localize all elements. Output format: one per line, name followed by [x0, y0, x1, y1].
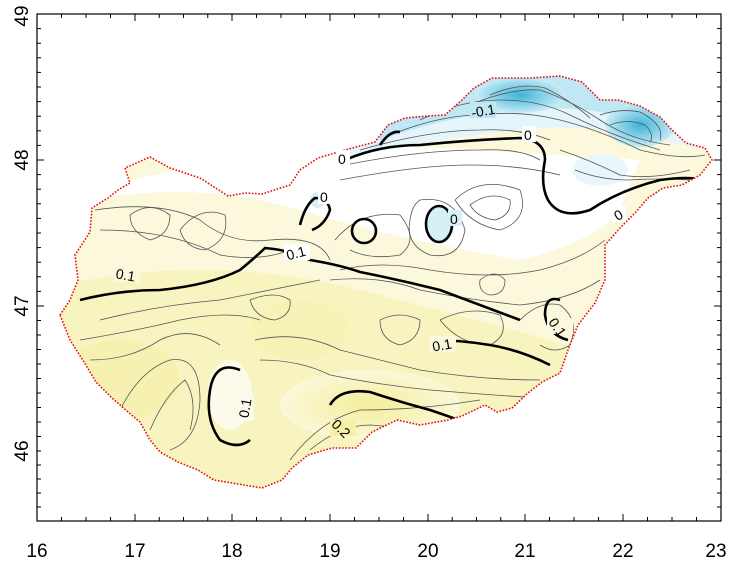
y-tick-label: 47 [12, 295, 33, 316]
x-axis-labels: 16 17 18 19 20 21 22 23 [26, 541, 726, 561]
contour-label: 0 [338, 151, 346, 167]
x-tick-label: 21 [514, 541, 535, 561]
y-axis-labels: 49 48 47 46 [12, 5, 33, 461]
contour-label: 0.1 [285, 243, 308, 264]
contour-label: 0 [320, 189, 328, 205]
axis-ticks [36, 13, 722, 521]
contour-label: 0 [450, 211, 458, 227]
contour-label: 0 [524, 127, 532, 143]
contour-label: 0.1 [431, 335, 453, 354]
y-tick-label: 49 [12, 5, 33, 26]
x-tick-label: 20 [417, 541, 438, 561]
y-tick-label: 48 [12, 149, 33, 170]
x-tick-label: 19 [319, 541, 340, 561]
country-border [59, 75, 713, 489]
x-tick-label: 23 [705, 541, 726, 561]
contour-label: -0.1 [470, 101, 497, 121]
x-tick-label: 22 [612, 541, 633, 561]
x-tick-label: 16 [26, 541, 47, 561]
thin-contours [79, 85, 706, 461]
x-tick-label: 18 [221, 541, 242, 561]
contour-label: 0.1 [235, 397, 254, 419]
x-tick-label: 17 [124, 541, 145, 561]
y-tick-label: 46 [12, 440, 33, 461]
contour-label: 0.1 [115, 265, 137, 284]
